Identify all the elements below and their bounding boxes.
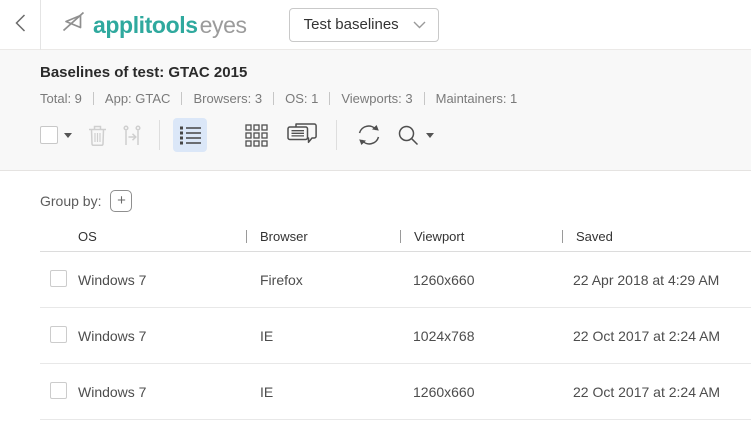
stat-divider xyxy=(329,92,331,105)
page-title: Baselines of test: GTAC 2015 xyxy=(40,64,248,81)
caret-down-icon xyxy=(64,132,72,138)
stat-total: Total: 9 xyxy=(40,91,82,106)
cell-browser: IE xyxy=(260,327,274,344)
group-by-label: Group by: xyxy=(40,193,102,209)
toolbar xyxy=(40,118,751,152)
merge-icon xyxy=(122,124,142,147)
grid-view-icon xyxy=(245,123,268,147)
table-row: Windows 7 Firefox 1260x660 22 Apr 2018 at 4… xyxy=(40,252,751,308)
stat-divider xyxy=(273,92,275,105)
stat-app: App: GTAC xyxy=(104,91,171,106)
header-cell-saved: Saved xyxy=(562,229,751,244)
stat-divider xyxy=(423,92,425,105)
view-list-button[interactable] xyxy=(173,118,207,152)
comments-icon xyxy=(286,122,318,149)
header-cell-viewport: Viewport xyxy=(400,229,562,244)
column-label: Browser xyxy=(260,229,308,244)
column-label: Saved xyxy=(576,229,613,244)
baselines-table: OS Browser Viewport Saved Windows 7 Firefox 1… xyxy=(40,222,751,420)
top-header: applitools eyes Test baselines xyxy=(0,0,751,50)
toolbar-divider xyxy=(336,120,337,150)
test-summary-band: Baselines of test: GTAC 2015 Total: 9 App… xyxy=(0,50,751,171)
list-view-icon xyxy=(173,118,207,152)
stats-line: Total: 9 App: GTAC Browsers: 3 OS: 1 Viewpor… xyxy=(40,91,751,106)
row-checkbox[interactable] xyxy=(50,325,67,343)
cell-saved: 22 Oct 2017 at 2:24 AM xyxy=(573,327,721,344)
stat-browsers: Browsers: 3 xyxy=(193,91,263,106)
cell-viewport: 1024x768 xyxy=(413,327,475,344)
logo-product-text: eyes xyxy=(199,12,247,38)
chevron-left-icon xyxy=(14,14,26,35)
stat-divider xyxy=(181,92,183,105)
logo-brand-text: applitools xyxy=(93,12,198,38)
table-row: Windows 7 IE 1024x768 22 Oct 2017 at 2:24 A… xyxy=(40,308,751,364)
row-checkbox[interactable] xyxy=(50,269,67,287)
header-cell-os: OS xyxy=(78,229,246,244)
search-icon xyxy=(397,124,420,147)
search-button[interactable] xyxy=(397,124,434,147)
applitools-logo[interactable]: applitools eyes xyxy=(61,10,247,39)
row-checkbox-cell xyxy=(40,325,78,346)
row-checkbox-cell xyxy=(40,381,78,402)
table-body: Windows 7 Firefox 1260x660 22 Apr 2018 at 4… xyxy=(40,252,751,420)
column-label: Viewport xyxy=(414,229,465,244)
caret-down-icon xyxy=(426,132,434,138)
delete-button[interactable] xyxy=(87,124,108,147)
stat-divider xyxy=(92,92,94,105)
table-row: Windows 7 IE 1260x660 22 Oct 2017 at 2:24 A… xyxy=(40,364,751,420)
row-checkbox[interactable] xyxy=(50,381,67,399)
cell-browser: Firefox xyxy=(260,271,303,288)
toolbar-divider xyxy=(159,120,160,150)
back-button[interactable] xyxy=(0,0,41,50)
stat-maintainers: Maintainers: 1 xyxy=(435,91,518,106)
stat-os: OS: 1 xyxy=(285,91,319,106)
view-selector-dropdown[interactable]: Test baselines xyxy=(288,7,439,42)
row-checkbox-cell xyxy=(40,269,78,290)
select-all-button[interactable] xyxy=(40,126,72,144)
cell-saved: 22 Oct 2017 at 2:24 AM xyxy=(573,383,721,400)
cell-browser: IE xyxy=(260,383,274,400)
stat-viewports: Viewports: 3 xyxy=(341,91,413,106)
add-group-button[interactable]: + xyxy=(110,190,133,212)
column-label: OS xyxy=(78,229,97,244)
column-divider xyxy=(246,230,247,243)
view-selector-value: Test baselines xyxy=(303,16,399,33)
cell-saved: 22 Apr 2018 at 4:29 AM xyxy=(573,271,720,288)
cell-viewport: 1260x660 xyxy=(413,383,475,400)
refresh-button[interactable] xyxy=(355,122,383,148)
cell-os: Windows 7 xyxy=(78,383,147,400)
merge-button[interactable] xyxy=(122,124,142,147)
chevron-down-icon xyxy=(413,16,426,33)
trash-icon xyxy=(87,124,108,147)
column-divider xyxy=(400,230,401,243)
column-divider xyxy=(562,230,563,243)
cell-viewport: 1260x660 xyxy=(413,271,475,288)
applitools-logo-icon xyxy=(61,10,93,36)
cell-os: Windows 7 xyxy=(78,271,147,288)
select-all-checkbox-icon xyxy=(40,126,58,144)
table-header-row: OS Browser Viewport Saved xyxy=(40,222,751,252)
cell-os: Windows 7 xyxy=(78,327,147,344)
view-grid-button[interactable] xyxy=(245,123,268,147)
header-cell-browser: Browser xyxy=(246,229,400,244)
refresh-icon xyxy=(355,122,383,148)
comments-button[interactable] xyxy=(286,122,318,149)
group-by-bar: Group by: + xyxy=(40,188,751,214)
